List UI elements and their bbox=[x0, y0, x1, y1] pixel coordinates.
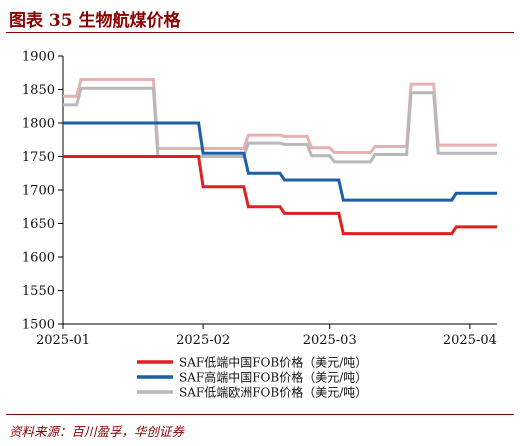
y-tick-label: 1700 bbox=[22, 184, 55, 199]
legend: SAF低端中国FOB价格（美元/吨）SAF高端中国FOB价格（美元/吨）SAF低… bbox=[137, 355, 367, 400]
figure-title: 图表 35 生物航煤价格 bbox=[9, 11, 181, 31]
series-line-1 bbox=[63, 155, 497, 236]
x-tick-label: 2025-02 bbox=[176, 333, 230, 348]
y-tick-label: 1800 bbox=[22, 117, 55, 132]
series-line-2 bbox=[63, 121, 497, 202]
source-note: 资料来源：百川盈孚，华创证券 bbox=[9, 424, 185, 439]
y-tick-label: 1550 bbox=[22, 284, 55, 299]
x-tick-label: 2025-03 bbox=[303, 333, 357, 348]
legend-label-3: SAF低端欧洲FOB价格（美元/吨） bbox=[179, 385, 367, 400]
y-tick-label: 1600 bbox=[22, 251, 55, 266]
y-tick-label: 1750 bbox=[22, 150, 55, 165]
title-rule bbox=[6, 32, 514, 33]
series-line-4 bbox=[63, 78, 497, 154]
axes: 1500 1550 1600 1650 1700 1750 1800 1850 1900 2025… bbox=[22, 50, 497, 348]
series-layer bbox=[63, 78, 497, 236]
series-line-3 bbox=[63, 86, 497, 164]
y-tick-label: 1650 bbox=[22, 217, 55, 232]
legend-label-1: SAF低端中国FOB价格（美元/吨） bbox=[179, 355, 367, 370]
y-tick-label: 1850 bbox=[22, 83, 55, 98]
legend-label-2: SAF高端中国FOB价格（美元/吨） bbox=[179, 370, 367, 385]
source-rule bbox=[6, 414, 514, 415]
y-tick-label: 1900 bbox=[22, 50, 55, 65]
x-tick-label: 2025-01 bbox=[36, 333, 90, 348]
x-tick-label: 2025-04 bbox=[443, 333, 497, 348]
y-tick-label: 1500 bbox=[22, 318, 55, 333]
